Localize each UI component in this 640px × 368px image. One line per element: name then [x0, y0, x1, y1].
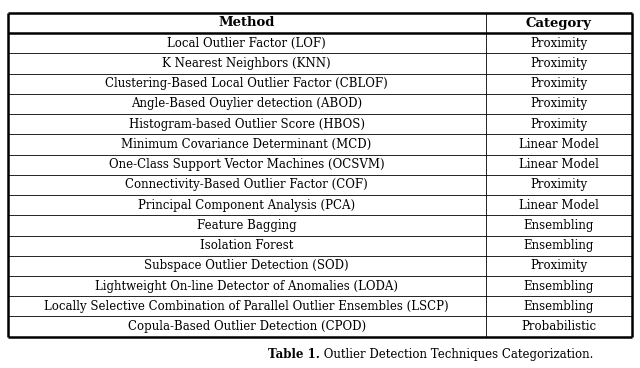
Text: Linear Model: Linear Model: [519, 199, 599, 212]
Text: Histogram-based Outlier Score (HBOS): Histogram-based Outlier Score (HBOS): [129, 118, 365, 131]
Text: Proximity: Proximity: [531, 178, 588, 191]
Text: Ensembling: Ensembling: [524, 280, 594, 293]
Text: Locally Selective Combination of Parallel Outlier Ensembles (LSCP): Locally Selective Combination of Paralle…: [44, 300, 449, 313]
Text: Ensembling: Ensembling: [524, 239, 594, 252]
Text: Subspace Outlier Detection (SOD): Subspace Outlier Detection (SOD): [144, 259, 349, 272]
Text: Method: Method: [218, 17, 275, 29]
Text: Outlier Detection Techniques Categorization.: Outlier Detection Techniques Categorizat…: [320, 347, 593, 361]
Text: K Nearest Neighbors (KNN): K Nearest Neighbors (KNN): [163, 57, 331, 70]
Text: Proximity: Proximity: [531, 37, 588, 50]
Text: Linear Model: Linear Model: [519, 138, 599, 151]
Text: Table 1.: Table 1.: [268, 347, 320, 361]
Text: Ensembling: Ensembling: [524, 300, 594, 313]
Text: Connectivity-Based Outlier Factor (COF): Connectivity-Based Outlier Factor (COF): [125, 178, 368, 191]
Text: Copula-Based Outlier Detection (CPOD): Copula-Based Outlier Detection (CPOD): [127, 320, 365, 333]
Text: Clustering-Based Local Outlier Factor (CBLOF): Clustering-Based Local Outlier Factor (C…: [105, 77, 388, 90]
Text: Proximity: Proximity: [531, 77, 588, 90]
Text: Isolation Forest: Isolation Forest: [200, 239, 293, 252]
Text: Lightweight On-line Detector of Anomalies (LODA): Lightweight On-line Detector of Anomalie…: [95, 280, 398, 293]
Text: Principal Component Analysis (PCA): Principal Component Analysis (PCA): [138, 199, 355, 212]
Text: Category: Category: [526, 17, 592, 29]
Text: Linear Model: Linear Model: [519, 158, 599, 171]
Text: Angle-Based Ouylier detection (ABOD): Angle-Based Ouylier detection (ABOD): [131, 98, 362, 110]
Text: Minimum Covariance Determinant (MCD): Minimum Covariance Determinant (MCD): [122, 138, 372, 151]
Text: Proximity: Proximity: [531, 259, 588, 272]
Text: Proximity: Proximity: [531, 98, 588, 110]
Text: Ensembling: Ensembling: [524, 219, 594, 232]
Text: Local Outlier Factor (LOF): Local Outlier Factor (LOF): [167, 37, 326, 50]
Text: Probabilistic: Probabilistic: [522, 320, 596, 333]
Text: Feature Bagging: Feature Bagging: [196, 219, 296, 232]
Text: Proximity: Proximity: [531, 57, 588, 70]
Text: Proximity: Proximity: [531, 118, 588, 131]
Text: One-Class Support Vector Machines (OCSVM): One-Class Support Vector Machines (OCSVM…: [109, 158, 385, 171]
